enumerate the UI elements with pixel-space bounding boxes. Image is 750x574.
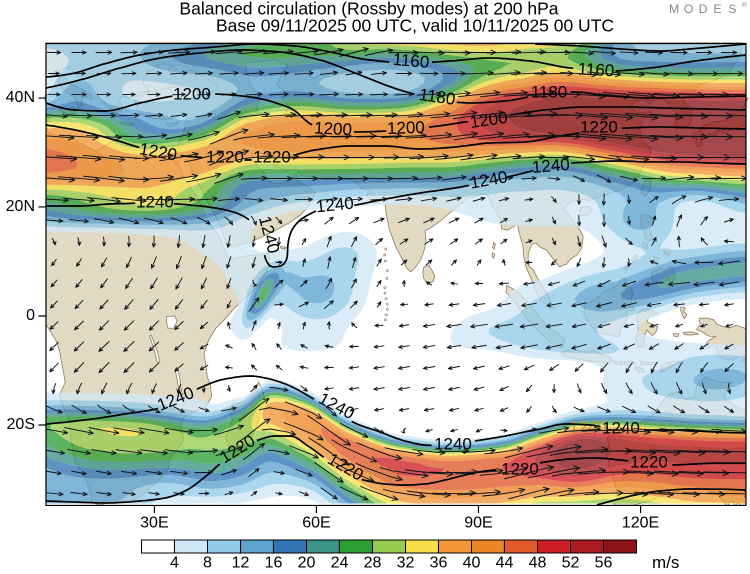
svg-text:28: 28 [364,555,382,572]
svg-text:1240: 1240 [531,155,570,177]
svg-text:48: 48 [529,555,547,572]
svg-text:40N: 40N [6,89,35,106]
svg-text:44: 44 [496,555,514,572]
svg-text:D: D [699,2,708,16]
svg-text:O: O [684,2,694,16]
svg-text:20: 20 [298,555,316,572]
svg-text:1160: 1160 [577,59,614,80]
svg-text:16: 16 [265,555,283,572]
svg-text:1240: 1240 [569,417,607,436]
svg-text:1240: 1240 [434,434,472,453]
svg-text:56: 56 [595,555,613,572]
svg-text:120E: 120E [622,514,659,531]
svg-text:1240: 1240 [136,192,174,211]
svg-text:1180: 1180 [418,85,457,109]
svg-text:8: 8 [203,555,212,572]
svg-text:30E: 30E [140,514,168,531]
svg-text:S: S [728,2,736,16]
svg-text:1200: 1200 [314,118,353,139]
svg-text:1220: 1220 [206,147,244,166]
svg-text:4: 4 [170,555,179,572]
svg-text:Balanced circulation (Rossby m: Balanced circulation (Rossby modes) at 2… [179,0,558,18]
svg-text:Base 09/11/2025 00 UTC, valid: Base 09/11/2025 00 UTC, valid 10/11/2025… [216,15,614,35]
svg-text:60E: 60E [302,514,330,531]
svg-text:52: 52 [562,555,580,572]
svg-text:0: 0 [26,307,35,324]
svg-text:20N: 20N [6,198,35,215]
svg-text:36: 36 [430,555,448,572]
svg-text:®: ® [742,1,747,9]
svg-text:1220: 1220 [501,459,539,478]
svg-text:M: M [669,2,679,16]
svg-text:24: 24 [331,555,349,572]
svg-text:20S: 20S [7,416,35,433]
svg-text:1200: 1200 [387,118,425,138]
svg-text:90E: 90E [464,514,492,531]
svg-text:40: 40 [463,555,481,572]
svg-text:1160: 1160 [392,50,430,72]
svg-text:1220: 1220 [630,452,668,471]
svg-text:m/s: m/s [652,553,679,572]
svg-text:32: 32 [397,555,415,572]
svg-text:1240: 1240 [315,193,355,216]
svg-text:1180: 1180 [531,82,568,101]
svg-text:1220: 1220 [580,117,618,136]
svg-text:E: E [713,2,721,16]
svg-text:1200: 1200 [173,84,211,103]
svg-text:12: 12 [232,555,250,572]
